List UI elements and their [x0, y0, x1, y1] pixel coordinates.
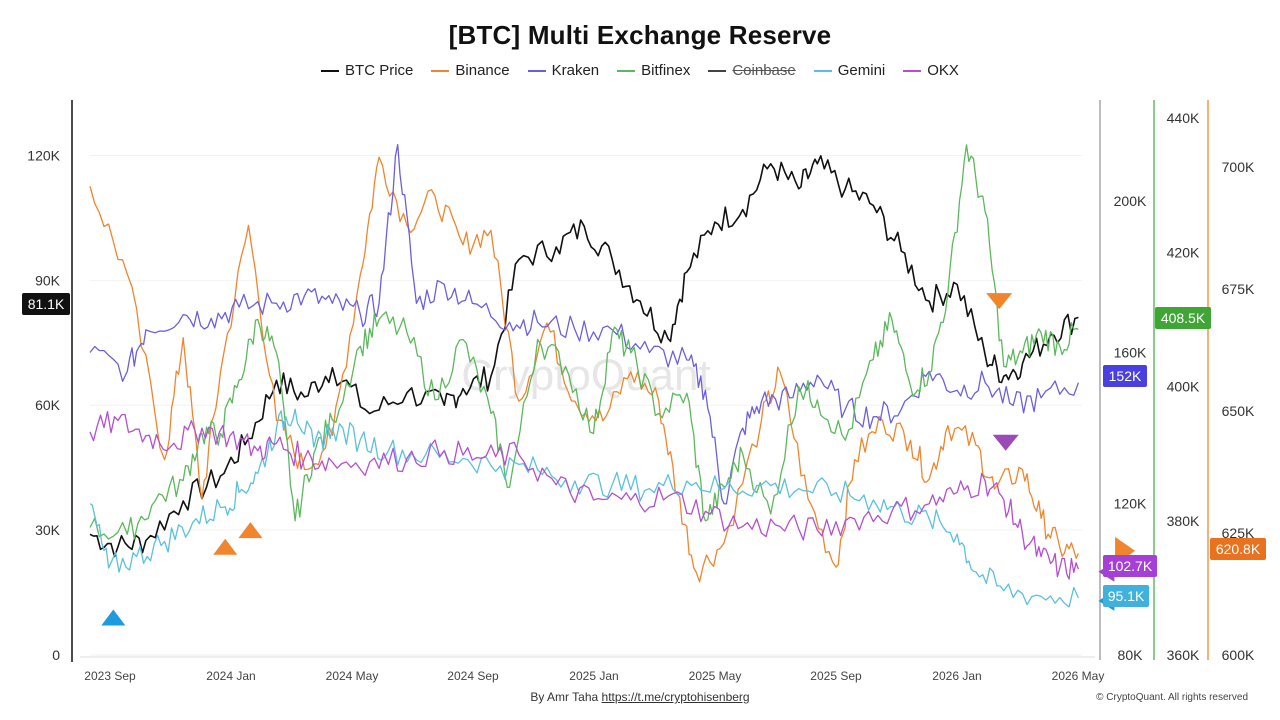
x-tick-label: 2026 Jan	[932, 669, 981, 683]
x-tick-label: 2024 Jan	[206, 669, 255, 683]
legend-swatch	[617, 69, 636, 72]
price-tick-label: 120K	[27, 147, 60, 163]
legend-item-binance[interactable]: Binance	[431, 62, 510, 79]
x-tick-label: 2025 Sep	[810, 669, 862, 683]
legend-item-bitfinex[interactable]: Bitfinex	[617, 62, 690, 79]
bitfinex-current-badge-text: 408.5K	[1161, 310, 1206, 326]
series-line-binance	[89, 156, 1079, 583]
legend-swatch	[431, 69, 450, 72]
x-tick-label: 2024 Sep	[447, 669, 499, 683]
legend-item-gemini[interactable]: Gemini	[813, 62, 886, 79]
binance-current-badge-text: 620.8K	[1216, 541, 1261, 557]
legend-item-kraken[interactable]: Kraken	[527, 62, 600, 79]
credit-link[interactable]: https://t.me/cryptohisenberg	[601, 690, 750, 704]
credit-author: By Amr Taha	[530, 690, 599, 704]
bitfinex-tick-label: 380K	[1167, 513, 1200, 529]
credit-line: By Amr Taha https://t.me/cryptohisenberg	[0, 690, 1280, 704]
binance-tick-label: 600K	[1222, 647, 1255, 663]
kraken-tick-label: 120K	[1114, 496, 1147, 512]
price-tick-label: 0	[52, 647, 60, 663]
price-current-badge	[22, 293, 70, 315]
series-line-okx	[89, 410, 1080, 580]
series-line-bitfinex	[89, 144, 1079, 540]
signal-marker-up	[213, 538, 238, 555]
binance-tick-label: 650K	[1222, 403, 1255, 419]
kraken-current-badge-text: 152K	[1109, 368, 1142, 384]
legend-swatch	[708, 69, 727, 72]
legend-item-coinbase[interactable]: Coinbase	[708, 62, 796, 79]
x-tick-label: 2026 May	[1052, 669, 1105, 683]
legend-label: Kraken	[551, 62, 600, 79]
kraken-tick-label: 200K	[1114, 193, 1147, 209]
watermark: CryptoQuant	[461, 351, 710, 400]
legend-swatch	[527, 69, 546, 72]
gemini-current-badge-text: 95.1K	[1108, 588, 1145, 604]
price-tick-label: 30K	[35, 522, 61, 538]
kraken-current-badge	[1103, 365, 1147, 387]
series-line-btc-price	[89, 155, 1079, 558]
price-tick-label: 90K	[35, 272, 61, 288]
legend-label: OKX	[927, 62, 959, 79]
legend-swatch	[321, 69, 340, 72]
chart-title: [BTC] Multi Exchange Reserve	[448, 20, 832, 50]
bitfinex-tick-label: 400K	[1167, 379, 1200, 395]
x-tick-label: 2025 Jan	[569, 669, 618, 683]
bitfinex-tick-label: 440K	[1167, 110, 1200, 126]
legend-item-okx[interactable]: OKX	[903, 62, 959, 79]
kraken-tick-label: 160K	[1114, 344, 1147, 360]
kraken-tick-label: 80K	[1118, 647, 1144, 663]
legend-swatch	[813, 69, 832, 72]
x-tick-label: 2024 May	[326, 669, 379, 683]
price-tick-label: 60K	[35, 397, 61, 413]
binance-current-badge	[1210, 538, 1266, 560]
bitfinex-tick-label: 360K	[1167, 647, 1200, 663]
legend-label: Gemini	[837, 62, 886, 79]
bitfinex-current-badge	[1155, 307, 1211, 329]
legend-swatch	[903, 69, 922, 72]
signal-marker-up	[238, 522, 263, 539]
legend: BTC Price Binance Kraken Bitfinex Coinbase Ge…	[0, 62, 1280, 79]
legend-label: Binance	[455, 62, 510, 79]
okx-current-badge-text: 102.7K	[1108, 558, 1153, 574]
signal-marker-down	[992, 434, 1019, 451]
gemini-current-badge	[1103, 585, 1149, 607]
binance-tick-label: 625K	[1222, 525, 1255, 541]
legend-item-btc-price[interactable]: BTC Price	[321, 62, 413, 79]
legend-label: Coinbase	[732, 62, 796, 79]
legend-label: BTC Price	[345, 62, 414, 79]
binance-tick-label: 700K	[1222, 159, 1255, 175]
okx-current-badge	[1103, 555, 1157, 577]
series-line-gemini	[89, 408, 1079, 608]
legend-label: Bitfinex	[641, 62, 691, 79]
x-tick-label: 2025 May	[689, 669, 742, 683]
bitfinex-tick-label: 420K	[1167, 244, 1200, 260]
copyright: © CryptoQuant. All rights reserved	[1096, 692, 1248, 703]
price-current-badge-text: 81.1K	[28, 296, 65, 312]
signal-marker-down	[986, 293, 1013, 310]
series-line-kraken	[89, 143, 1080, 505]
binance-tick-label: 675K	[1222, 281, 1255, 297]
x-tick-label: 2023 Sep	[84, 669, 136, 683]
signal-marker-up	[101, 609, 126, 626]
